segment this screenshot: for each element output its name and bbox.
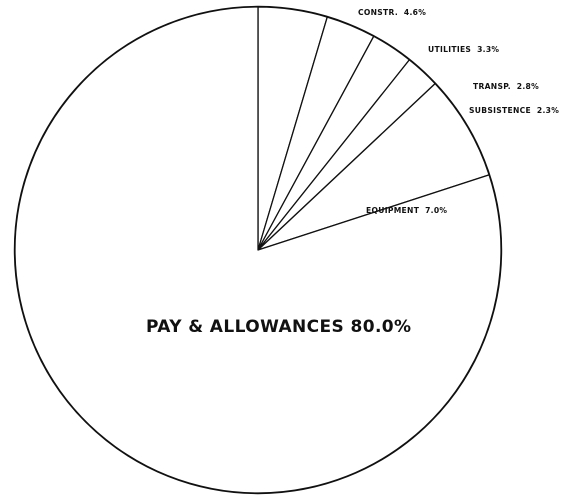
slice-label-transp: TRANSP. 2.8%: [473, 82, 539, 91]
slice-label-constr: CONSTR. 4.6%: [358, 8, 426, 17]
slice-label-pay-allowances: PAY & ALLOWANCES 80.0%: [146, 317, 411, 337]
pie-slices: [14, 6, 502, 494]
pie-labels: CONSTR. 4.6% UTILITIES 3.3% TRANSP. 2.8%…: [146, 8, 559, 337]
slice-label-equipment: EQUIPMENT 7.0%: [366, 206, 447, 215]
pie-slice-pay-allowances: [14, 6, 502, 494]
pie-slice-equipment: [257, 83, 490, 251]
slice-label-utilities: UTILITIES 3.3%: [428, 45, 499, 54]
slice-label-subsistence: SUBSISTENCE 2.3%: [469, 106, 559, 115]
